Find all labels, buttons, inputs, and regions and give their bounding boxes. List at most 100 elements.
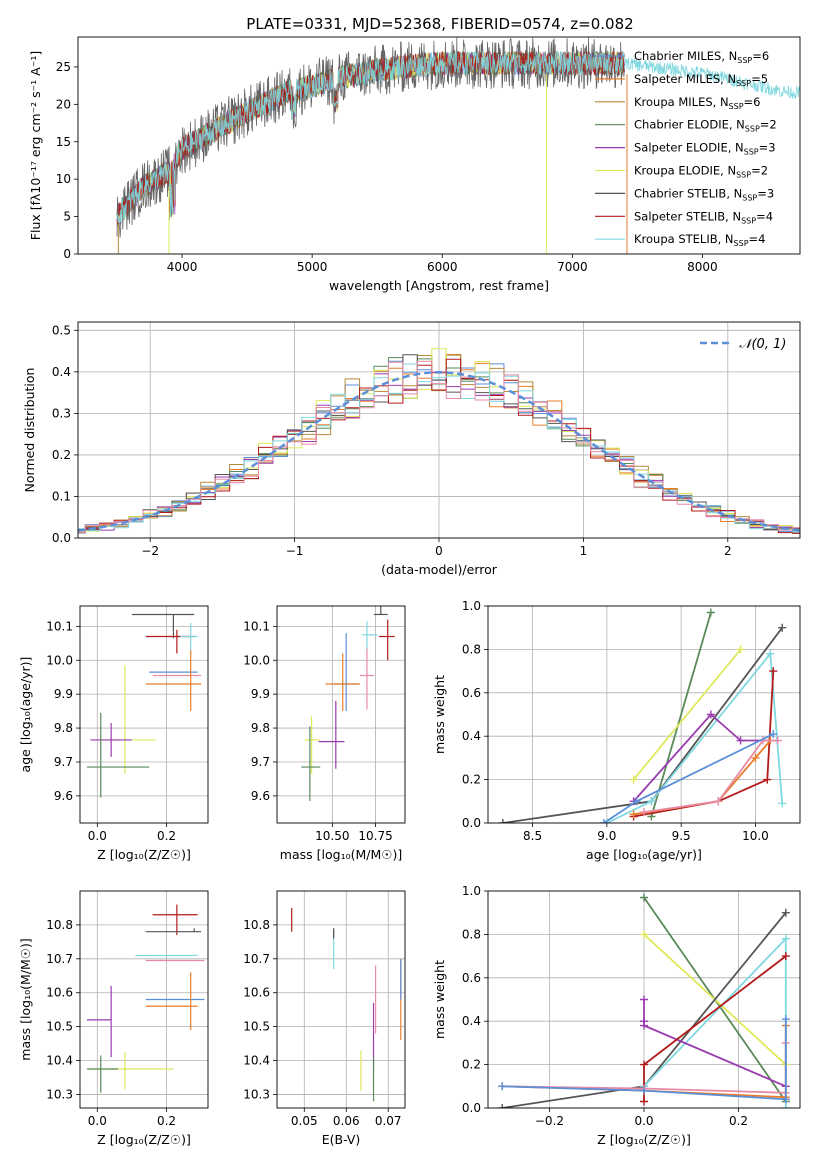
axes-frame [79,605,209,824]
data-point [301,726,321,801]
x-tick-label: −2 [141,544,159,558]
points-z_age [86,613,202,798]
x-axis-label: Z [log₁₀(Z/Z☉)] [97,1132,191,1147]
plus-marker [640,1097,648,1106]
x-axis-label: (data-model)/error [381,562,498,577]
weight-series [632,648,742,781]
points-mass_age [301,606,395,801]
x-tick-label: 0.05 [291,1114,318,1128]
y-tick-label: 10.5 [243,1020,270,1034]
y-axis-label: Normed distribution [22,368,37,493]
y-tick-label: 9.9 [54,687,73,701]
plus-marker [781,952,790,961]
plus-marker [769,667,778,676]
y-tick-label: 0.0 [52,531,71,545]
y-tick-label: 5 [63,210,71,224]
plus-marker [706,608,715,617]
histogram-series [78,360,800,534]
spectrum-series [116,37,625,238]
y-tick-label: 0.6 [462,971,481,985]
y-tick-label: 9.8 [54,721,73,735]
axes-z_mass: 0.0 0.2 10.3 10.4 10.5 10.6 10.7 10.8 Z [log₁₀(Z… [18,891,208,1147]
y-tick-label: 0.4 [462,1014,481,1028]
axes-frame [77,36,801,255]
y-tick-label: 10 [56,172,71,186]
plus-marker [751,753,760,762]
legend-count: =4 [749,232,766,246]
y-tick-label: 10.1 [46,619,73,633]
axes-frame [276,890,406,1109]
axes-ebv_mass: 0.05 0.06 0.07 10.3 10.4 10.5 10.6 10.7 10.8 E(B-… [243,891,405,1147]
legend-subscript: SSP [742,193,757,202]
y-tick-label: 10.8 [46,918,73,932]
y-tick-label: 0.0 [462,1101,481,1115]
data-point [361,621,378,652]
y-tick-label: 0 [63,247,71,261]
legend-count: =3 [759,141,776,155]
plus-marker [647,797,656,806]
weight-series [502,627,783,823]
y-tick-label: 0.4 [52,365,71,379]
x-axis-label: Z [log₁₀(Z/Z☉)] [97,847,191,862]
x-tick-label: 0.2 [729,1114,748,1128]
y-tick-label: 9.7 [251,755,270,769]
plus-marker [781,934,790,943]
plus-marker [781,1015,790,1024]
y-tick-label: 10.6 [46,986,73,1000]
x-axis-label: mass [log₁₀(M/M☉)] [280,847,402,862]
plus-marker [599,819,608,823]
histograms [78,348,800,534]
legend-label: Chabrier MILES, NSSP=6 [634,49,769,65]
y-tick-label: 0.4 [462,729,481,743]
data-point [325,653,361,712]
plus-marker [781,908,790,917]
legend-subscript: SSP [744,148,759,157]
data-point [145,928,202,933]
weight-series [603,733,774,823]
legend-count: =6 [744,95,761,109]
data-point [180,622,198,651]
figure-title: PLATE=0331, MJD=52368, FIBERID=0574, z=0… [246,15,633,33]
plus-marker [629,810,638,819]
x-axis-label: age [log₁₀(age/yr)] [586,847,702,862]
y-tick-label: 1.0 [462,884,481,898]
y-tick-label: 0.6 [462,686,481,700]
x-tick-label: 8000 [687,260,718,274]
x-tick-label: −1 [286,544,304,558]
x-tick-label: 0.0 [88,1114,107,1128]
legend-label: Chabrier STELIB, NSSP=3 [634,186,774,202]
weight-series [650,612,712,817]
y-tick-label: 0.8 [462,642,481,656]
plus-marker [769,730,778,739]
y-tick-label: 0.1 [52,489,71,503]
plus-marker [781,1095,790,1104]
y-tick-label: 0.2 [52,448,71,462]
y-tick-label: 9.6 [251,789,270,803]
x-tick-label: 10.0 [742,829,769,843]
y-axis-label: mass [log₁₀(M/M☉)] [18,938,33,1060]
y-tick-label: 0.2 [462,773,481,787]
y-axis-label: mass weight [432,675,447,754]
histogram-series [78,358,800,534]
spectrum-extension [624,57,800,100]
legend-count: =3 [757,186,774,200]
data-point [360,648,374,710]
data-point [86,1055,119,1093]
weight-series [502,1019,787,1101]
data-point [318,700,345,769]
plus-marker [778,799,787,808]
data-point [379,619,395,661]
y-tick-label: 10.3 [46,1087,73,1101]
x-tick-label: 7000 [557,260,588,274]
x-tick-label: 2 [724,544,732,558]
plus-marker [640,930,648,939]
y-tick-label: 10.0 [46,653,73,667]
x-tick-label: 10.75 [358,829,392,843]
plus-marker [736,645,745,654]
axes-frame [77,321,801,539]
plus-marker [781,1104,790,1108]
x-tick-label: 0.2 [157,1114,176,1128]
x-axis-label: E(B-V) [322,1132,361,1147]
axes-age_weight: 8.5 9.0 9.5 10.0 0.0 0.2 0.4 0.6 0.8 1.0 age [log₁… [432,599,800,862]
